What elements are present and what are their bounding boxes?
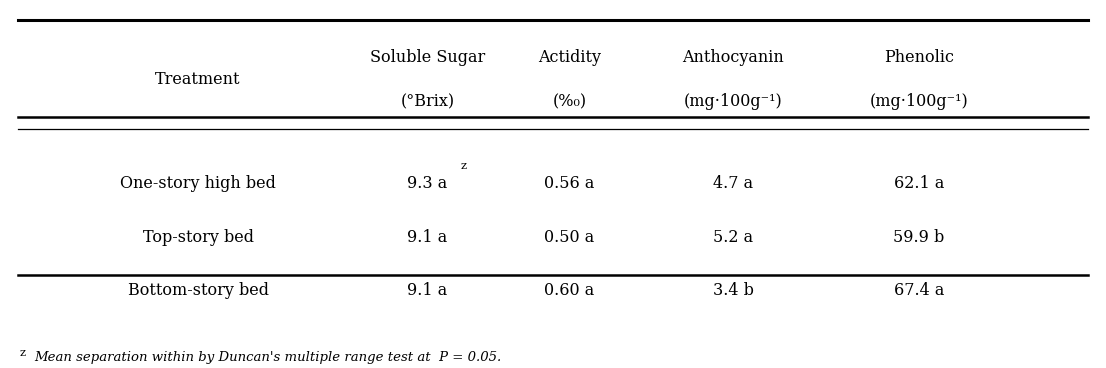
Text: Soluble Sugar: Soluble Sugar <box>369 49 486 66</box>
Text: 9.1 a: 9.1 a <box>407 229 448 246</box>
Text: (°Brix): (°Brix) <box>400 93 455 110</box>
Text: Top-story bed: Top-story bed <box>143 229 253 246</box>
Text: Actidity: Actidity <box>538 49 601 66</box>
Text: Bottom-story bed: Bottom-story bed <box>127 283 269 300</box>
Text: 67.4 a: 67.4 a <box>894 283 945 300</box>
Text: 62.1 a: 62.1 a <box>894 175 945 192</box>
Text: z: z <box>20 348 27 358</box>
Text: (mg·100g⁻¹): (mg·100g⁻¹) <box>869 93 968 110</box>
Text: (%₀): (%₀) <box>552 93 586 110</box>
Text: 0.56 a: 0.56 a <box>544 175 595 192</box>
Text: 59.9 b: 59.9 b <box>894 229 945 246</box>
Text: Anthocyanin: Anthocyanin <box>682 49 784 66</box>
Text: 9.1 a: 9.1 a <box>407 283 448 300</box>
Text: 0.50 a: 0.50 a <box>544 229 595 246</box>
Text: 0.60 a: 0.60 a <box>544 283 595 300</box>
Text: (mg·100g⁻¹): (mg·100g⁻¹) <box>684 93 783 110</box>
Text: 3.4 b: 3.4 b <box>712 283 753 300</box>
Text: 9.3 a: 9.3 a <box>407 175 448 192</box>
Text: Phenolic: Phenolic <box>884 49 953 66</box>
Text: Mean separation within by Duncan's multiple range test at  P = 0.05.: Mean separation within by Duncan's multi… <box>34 351 501 364</box>
Text: Treatment: Treatment <box>155 71 241 88</box>
Text: 4.7 a: 4.7 a <box>713 175 753 192</box>
Text: 5.2 a: 5.2 a <box>713 229 753 246</box>
Text: z: z <box>460 161 466 171</box>
Text: One-story high bed: One-story high bed <box>121 175 276 192</box>
